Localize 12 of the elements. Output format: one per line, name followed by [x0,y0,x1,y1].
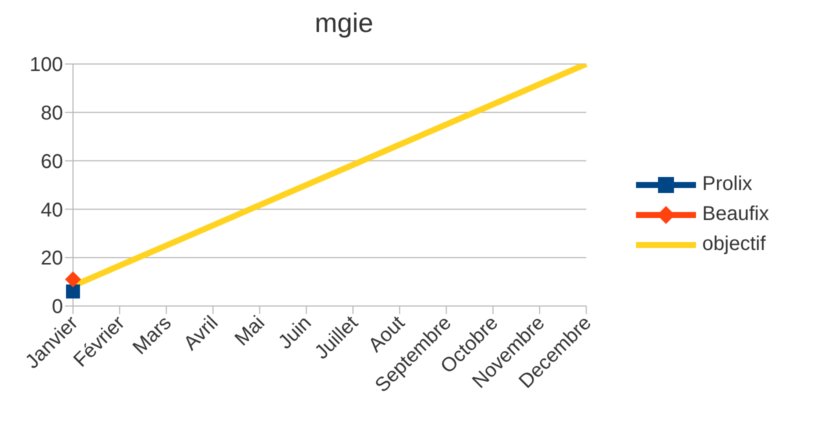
y-tick-label: 0 [52,296,63,318]
legend-label: Beaufix [702,203,769,226]
y-tick-label: 60 [40,150,63,173]
legend-label: Prolix [702,173,752,196]
x-tick-label: Mai [230,312,270,350]
x-tick-label: Juin [274,312,316,354]
y-tick-label: 100 [30,54,63,76]
y-tick-label: 80 [40,102,63,124]
y-tick-label: 40 [40,199,63,222]
chart-title: mgie [314,8,374,39]
legend-label: objectif [702,233,766,256]
y-tick-label: 20 [40,248,63,270]
